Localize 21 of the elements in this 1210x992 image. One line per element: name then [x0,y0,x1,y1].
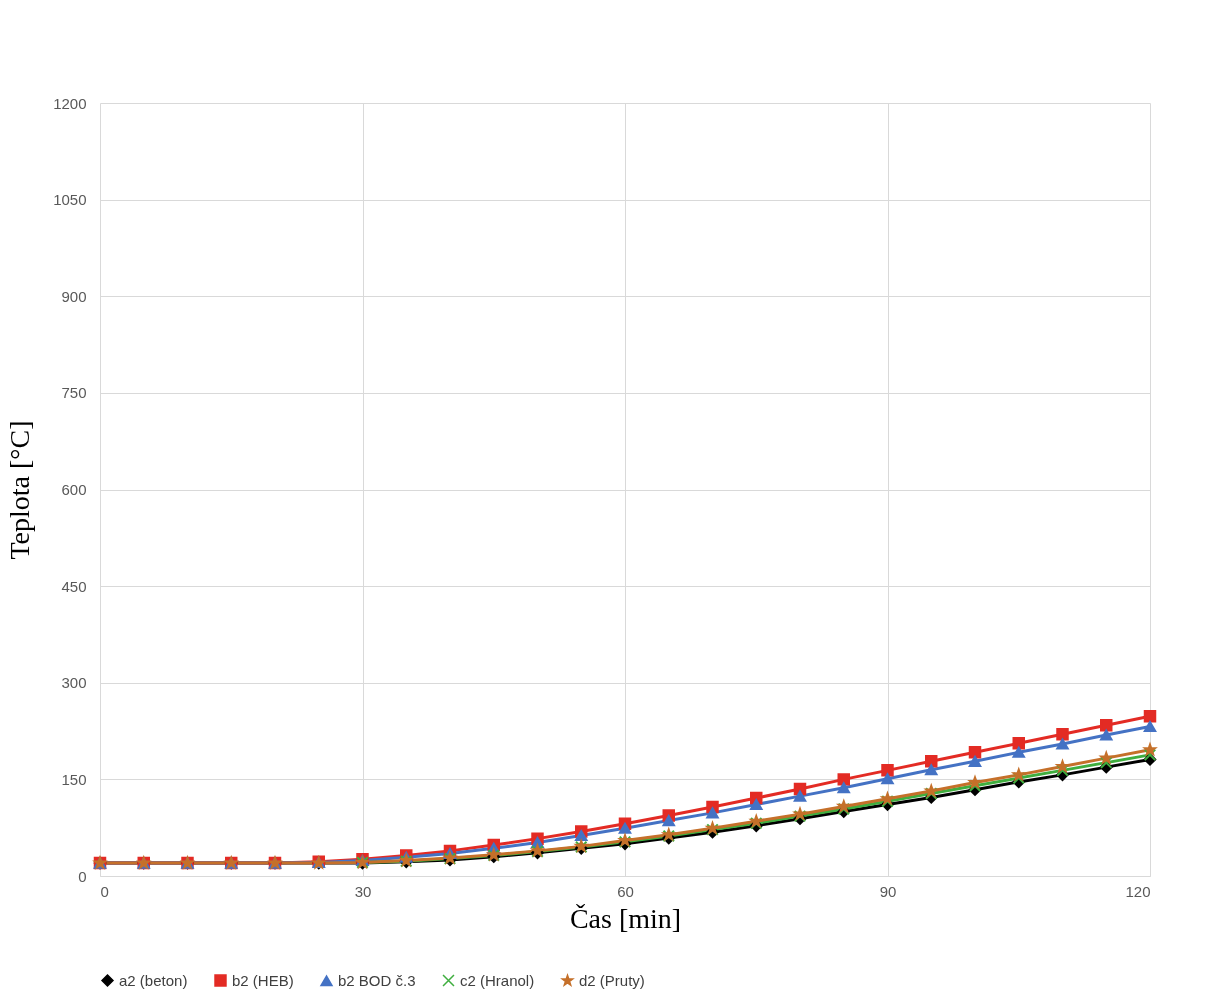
x-tick-label: 60 [617,882,634,900]
y-tick-label: 750 [61,384,87,402]
legend-label: b2 BOD č.3 [338,971,416,989]
x-tick-label: 0 [100,882,109,900]
y-axis-title: Teplota [°C] [4,420,36,560]
legend-label: a2 (beton) [119,971,188,989]
y-tick-label: 1200 [53,94,87,112]
x-tick-label: 90 [879,882,897,900]
y-tick-label: 0 [78,867,87,885]
x-tick-label: 120 [1125,882,1151,900]
legend-label: b2 (HEB) [232,971,294,989]
x-axis-title: Čas [min] [569,902,682,934]
y-tick-label: 900 [61,287,87,305]
y-tick-label: 300 [61,674,87,692]
legend-label: d2 (Pruty) [579,971,645,989]
y-tick-label: 1050 [53,191,87,209]
y-tick-label: 600 [61,481,87,498]
x-tick-label: 30 [354,882,372,900]
legend-label: c2 (Hranol) [460,971,535,989]
y-tick-label: 450 [61,577,87,595]
y-tick-label: 150 [61,770,87,788]
